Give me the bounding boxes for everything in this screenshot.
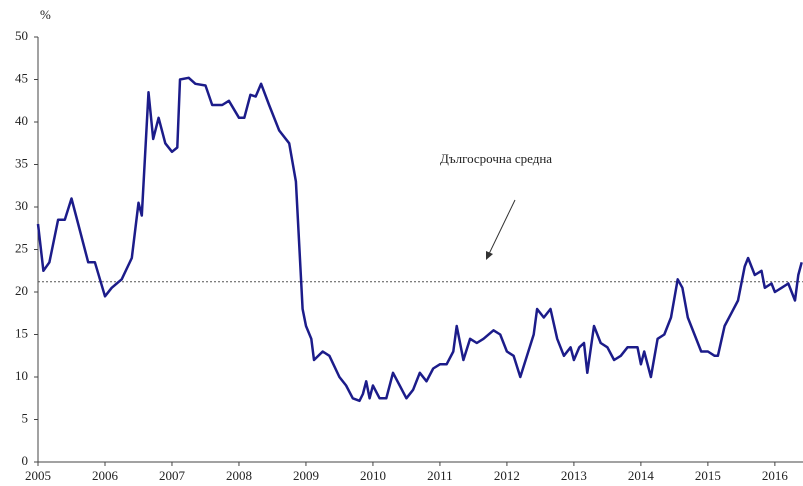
x-tick-label: 2006 [92,468,119,483]
y-axis-label: % [40,7,51,22]
y-tick-label: 10 [15,368,28,383]
y-tick-label: 15 [15,325,28,340]
x-tick-label: 2015 [695,468,721,483]
x-tick-label: 2013 [561,468,587,483]
y-tick-label: 20 [15,283,28,298]
x-tick-label: 2008 [226,468,252,483]
y-tick-label: 0 [22,453,29,468]
y-tick-label: 5 [22,410,29,425]
x-tick-label: 2012 [494,468,520,483]
x-tick-label: 2009 [293,468,319,483]
y-tick-label: 30 [15,198,28,213]
annotation: Дългосрочна средна [440,151,552,166]
y-tick-label: 50 [15,28,28,43]
arrow-head [486,251,493,260]
y-tick-label: 35 [15,155,28,170]
x-tick-label: 2007 [159,468,186,483]
annotation-arrow [487,199,516,257]
y-tick-label: 40 [15,113,28,128]
x-tick-label: 2010 [360,468,386,483]
line-series [36,76,803,403]
x-tick-label: 2011 [427,468,453,483]
x-tick-label: 2005 [25,468,51,483]
y-tick-label: 45 [15,70,28,85]
x-tick-label: 2014 [628,468,655,483]
y-tick-label: 25 [15,240,28,255]
x-tick-label: 2016 [762,468,789,483]
